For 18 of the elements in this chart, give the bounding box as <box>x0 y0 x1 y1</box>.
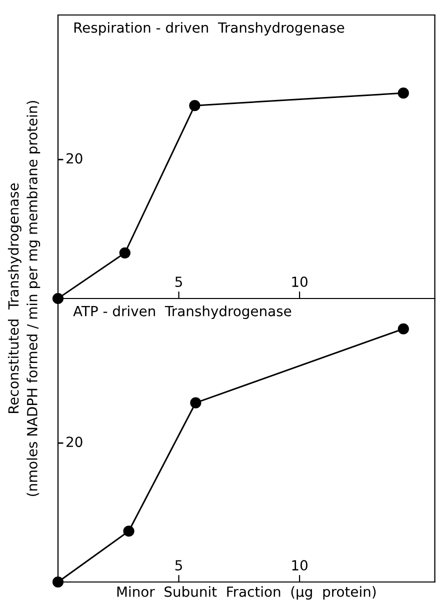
x-tick-label: 10 <box>292 276 308 288</box>
annotation: 20 <box>66 436 82 448</box>
chart-title: Respiration - driven Transhydrogenase <box>74 22 344 36</box>
point <box>398 323 409 334</box>
chart-title: ATP - driven Transhydrogenase <box>73 306 292 320</box>
annotation: 20 <box>66 153 82 164</box>
point <box>189 100 200 112</box>
x-tick-label: 10 <box>292 560 308 571</box>
x-tick-label: 5 <box>175 560 182 571</box>
point <box>190 397 202 408</box>
point <box>398 88 409 99</box>
x-axis-title: Minor Subunit Fraction (μg protein) <box>117 586 376 600</box>
point <box>119 247 130 258</box>
point <box>52 576 64 588</box>
y-axis-title: Reconstituted Transhydrogenase (nmoles NADPH formed / min per mg membrane protein) <box>8 100 40 496</box>
x-tick-label: 5 <box>175 276 182 288</box>
point <box>123 526 134 537</box>
point <box>52 292 64 304</box>
